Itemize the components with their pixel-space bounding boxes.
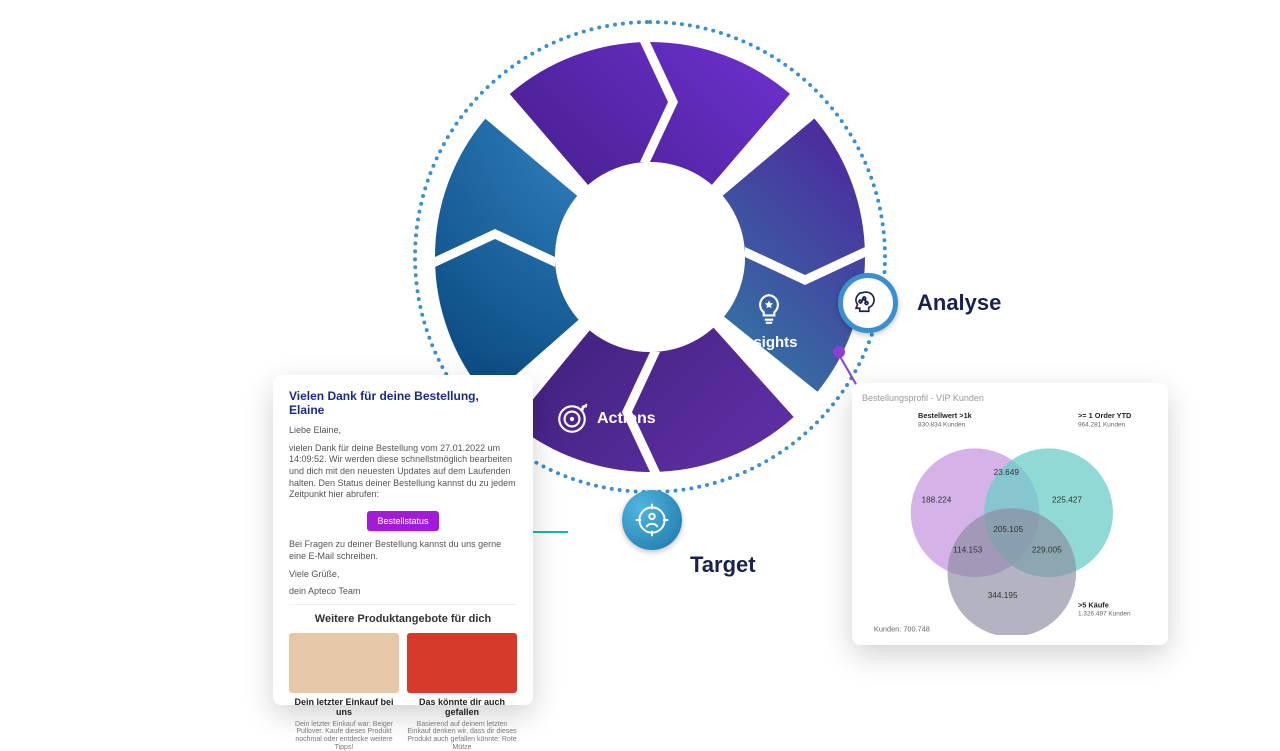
segment-label-actions: Actions — [555, 402, 656, 436]
email-sign-2: dein Apteco Team — [289, 586, 517, 598]
target-arrow-icon — [555, 402, 589, 436]
actions-text: Actions — [597, 410, 656, 428]
product-image — [289, 633, 399, 693]
analyse-badge — [838, 273, 898, 333]
segment-label-insights: Insights — [740, 292, 798, 351]
svg-text:344.195: 344.195 — [988, 591, 1018, 600]
svg-text:Bestellwert >1k: Bestellwert >1k — [918, 411, 973, 420]
connector-dot-purple — [833, 346, 845, 358]
svg-text:>= 1 Order YTD: >= 1 Order YTD — [1078, 411, 1131, 420]
svg-text:229.005: 229.005 — [1032, 545, 1062, 554]
svg-text:114.153: 114.153 — [953, 545, 983, 554]
order-status-button[interactable]: Bestellstatus — [367, 511, 438, 531]
svg-text:964.281 Kunden: 964.281 Kunden — [1078, 421, 1126, 428]
svg-text:225.427: 225.427 — [1052, 496, 1082, 505]
product-image — [407, 633, 517, 693]
target-badge — [622, 490, 682, 550]
product-row: Dein letzter Einkauf bei uns Dein letzte… — [289, 633, 517, 751]
venn-card: Bestellungsprofil - VIP Kunden Bestellwe… — [852, 383, 1168, 645]
email-sign-1: Viele Grüße, — [289, 569, 517, 581]
product-title: Dein letzter Einkauf bei uns — [289, 697, 399, 718]
email-body-2: Bei Fragen zu deiner Bestellung kannst d… — [289, 539, 517, 562]
analyse-label: Analyse — [917, 290, 1001, 316]
svg-text:830.834 Kunden: 830.834 Kunden — [918, 421, 966, 428]
product-card: Dein letzter Einkauf bei uns Dein letzte… — [289, 633, 399, 751]
product-desc: Dein letzter Einkauf war: Beiger Pullove… — [289, 721, 399, 751]
product-card: Das könnte dir auch gefallen Basierend a… — [407, 633, 517, 751]
email-body-1: vielen Dank für deine Bestellung vom 27.… — [289, 443, 517, 501]
email-sub-heading: Weitere Produktangebote für dich — [289, 613, 517, 625]
lightbulb-star-icon — [752, 292, 786, 326]
product-title: Das könnte dir auch gefallen — [407, 697, 517, 718]
svg-text:1.326.497 Kunden: 1.326.497 Kunden — [1078, 611, 1131, 618]
product-desc: Basierend auf deinem letzten Einkauf den… — [407, 721, 517, 751]
venn-diagram: Bestellwert >1k830.834 Kunden >= 1 Order … — [862, 407, 1158, 635]
brain-head-icon — [853, 288, 883, 318]
svg-text:205.105: 205.105 — [993, 525, 1023, 534]
email-card: Vielen Dank für deine Bestellung, Elaine… — [273, 375, 533, 705]
insights-text: Insights — [740, 334, 798, 351]
target-label: Target — [690, 552, 756, 578]
email-greeting: Liebe Elaine, — [289, 425, 517, 437]
email-title: Vielen Dank für deine Bestellung, Elaine — [289, 389, 517, 417]
venn-header: Bestellungsprofil - VIP Kunden — [862, 393, 1158, 403]
crosshair-person-icon — [634, 502, 670, 538]
svg-text:>5 Käufe: >5 Käufe — [1078, 600, 1109, 609]
svg-text:23.649: 23.649 — [994, 468, 1020, 477]
svg-text:Kunden: 700.748: Kunden: 700.748 — [874, 624, 930, 633]
svg-text:188.224: 188.224 — [922, 496, 952, 505]
